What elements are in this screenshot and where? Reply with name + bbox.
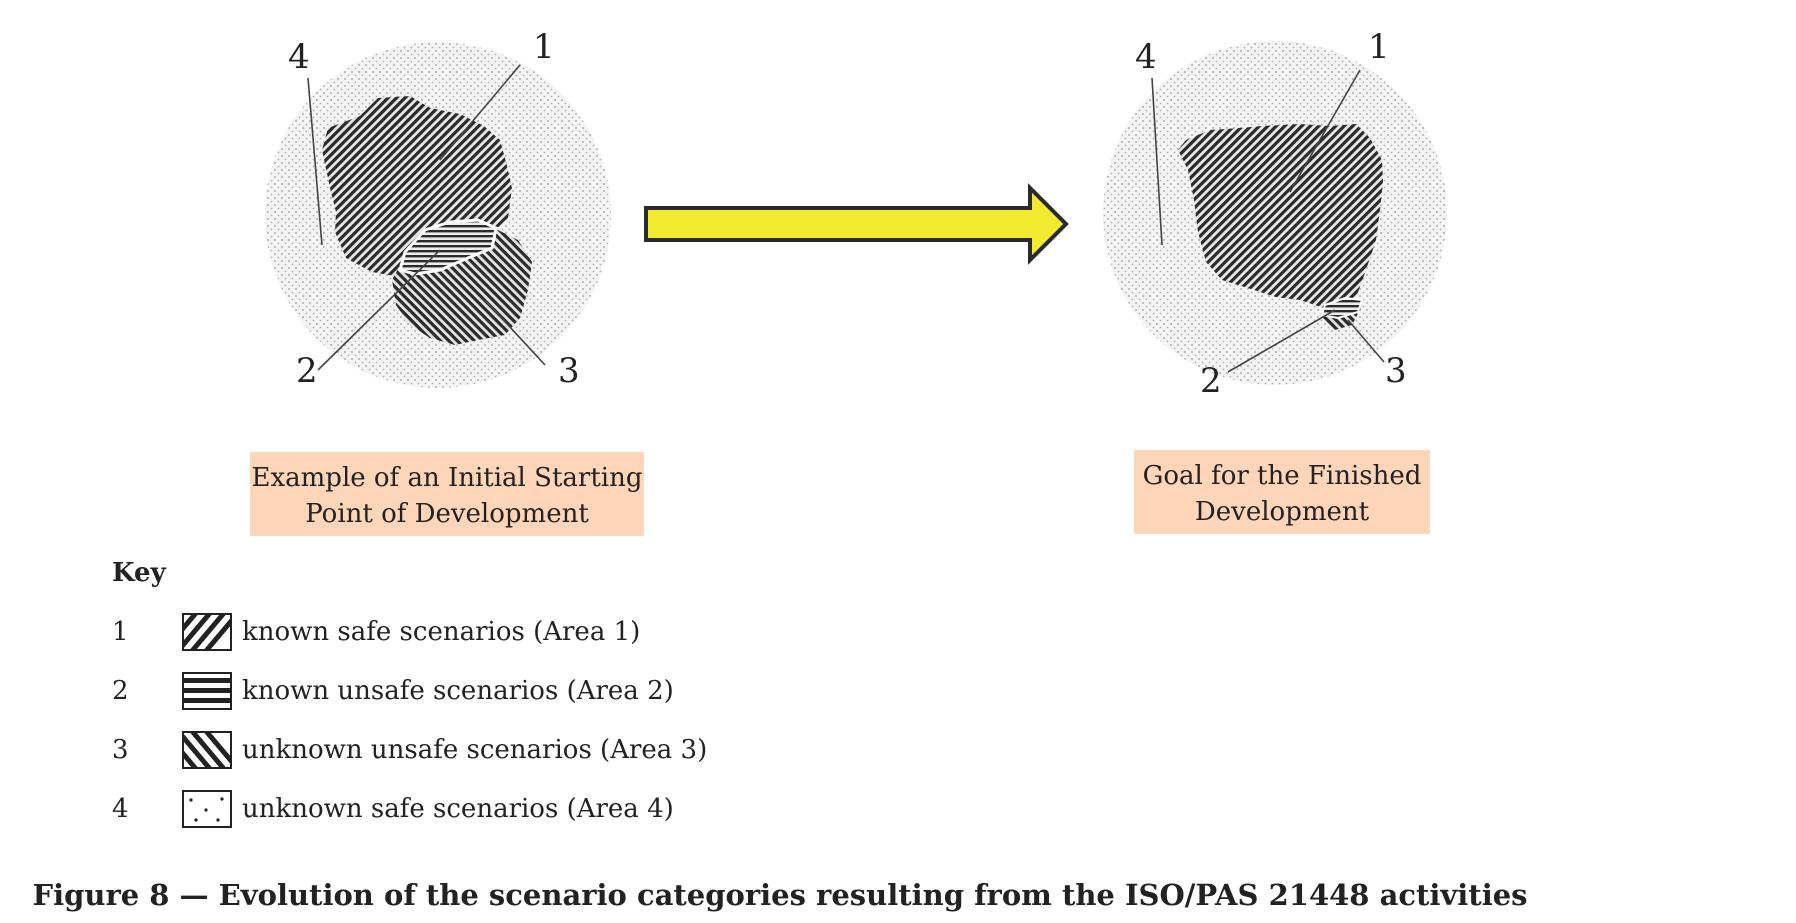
key-item-label: unknown safe scenarios (Area 4) xyxy=(242,793,674,824)
right-callout-1: 1 xyxy=(1368,27,1390,67)
left-callout-1: 1 xyxy=(533,27,555,67)
evolution-arrow xyxy=(644,183,1069,265)
right-callout-2: 2 xyxy=(1200,361,1222,401)
key-item-label: known unsafe scenarios (Area 2) xyxy=(242,675,674,706)
right-panel-caption: Goal for the Finished Development xyxy=(1134,450,1430,534)
key-item-label: unknown unsafe scenarios (Area 3) xyxy=(242,734,708,765)
key-legend: Key 1 known safe scenarios (Area 1) 2 kn… xyxy=(112,558,832,838)
diagonal-forward-hatch-icon xyxy=(182,612,232,651)
figure-caption: Figure 8 — Evolution of the scenario cat… xyxy=(0,878,1796,912)
horizontal-hatch-icon xyxy=(182,671,232,710)
right-leader-lines xyxy=(1151,69,1385,373)
right-callout-4: 4 xyxy=(1135,37,1157,77)
key-item-number: 1 xyxy=(112,616,129,647)
left-caption-line-1: Example of an Initial Starting xyxy=(251,463,643,493)
right-area2-known-unsafe xyxy=(1320,296,1364,320)
diagonal-back-hatch-icon xyxy=(182,730,232,769)
scenario-evolution-diagram: 1 4 2 3 1 4 2 3 xyxy=(265,27,1447,401)
key-item-3: 3 unknown unsafe scenarios (Area 3) xyxy=(112,720,832,779)
left-leader-lines xyxy=(307,64,546,371)
key-item-2: 2 known unsafe scenarios (Area 2) xyxy=(112,661,832,720)
key-item-4: 4 unknown safe scenarios (Area 4) xyxy=(112,779,832,838)
right-caption-line-2: Development xyxy=(1194,497,1370,527)
left-callout-4: 4 xyxy=(288,37,310,77)
left-area2-known-unsafe xyxy=(398,218,498,276)
key-item-number: 3 xyxy=(112,734,129,765)
right-caption-line-1: Goal for the Finished xyxy=(1142,461,1422,491)
left-callout-2: 2 xyxy=(296,351,318,391)
key-item-1: 1 known safe scenarios (Area 1) xyxy=(112,602,832,661)
figure-caption-text: Figure 8 — Evolution of the scenario cat… xyxy=(32,878,1528,912)
key-title: Key xyxy=(112,558,166,588)
right-area1-known-safe xyxy=(1178,124,1383,310)
key-item-number: 4 xyxy=(112,793,129,824)
left-callout-3: 3 xyxy=(558,351,580,391)
key-item-number: 2 xyxy=(112,675,129,706)
dotted-pattern-icon xyxy=(182,789,232,828)
key-item-label: known safe scenarios (Area 1) xyxy=(242,616,641,647)
left-caption-line-2: Point of Development xyxy=(305,499,589,529)
left-panel-caption: Example of an Initial Starting Point of … xyxy=(250,452,644,536)
right-callout-3: 3 xyxy=(1385,351,1407,391)
